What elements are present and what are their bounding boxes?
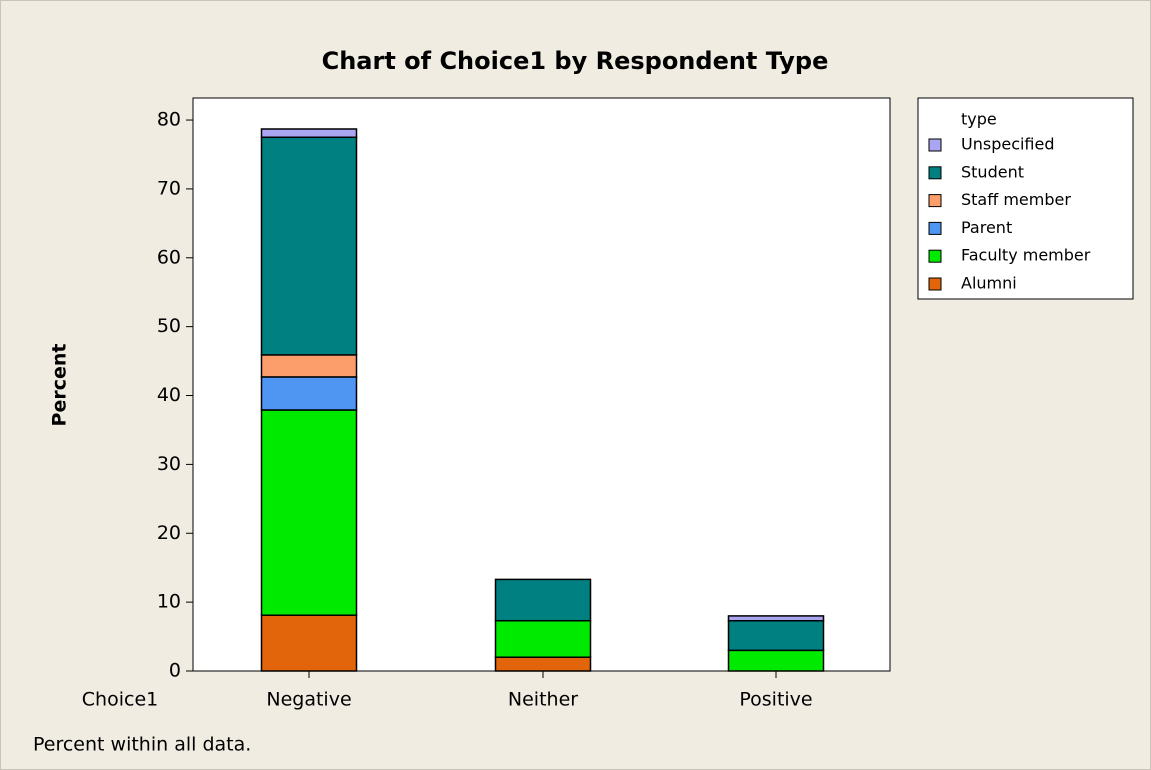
x-tick-label: Positive bbox=[739, 689, 812, 711]
bar-segment bbox=[260, 136, 358, 356]
bar-segment bbox=[727, 649, 825, 672]
bar-segment bbox=[260, 409, 358, 616]
bar-segment bbox=[494, 656, 592, 672]
y-tick-label: 30 bbox=[157, 453, 181, 475]
x-axis-label: Choice1 bbox=[82, 689, 158, 711]
legend-box bbox=[917, 97, 1134, 300]
y-tick-label: 10 bbox=[157, 591, 181, 613]
bar-segment bbox=[260, 128, 358, 139]
bar-segment bbox=[260, 614, 358, 672]
y-tick-label: 50 bbox=[157, 315, 181, 337]
bar-segment bbox=[727, 619, 825, 652]
legend-label: Faculty member bbox=[961, 246, 1091, 265]
legend-swatch bbox=[928, 221, 942, 235]
bar-segment bbox=[260, 354, 358, 378]
legend-swatch bbox=[928, 138, 942, 152]
bar-segment bbox=[494, 619, 592, 658]
footnote: Percent within all data. bbox=[33, 734, 251, 756]
legend-swatch bbox=[928, 249, 942, 263]
legend-label: Staff member bbox=[961, 190, 1071, 209]
y-tick-label: 70 bbox=[157, 177, 181, 199]
y-tick-label: 80 bbox=[157, 109, 181, 131]
chart-title: Chart of Choice1 by Respondent Type bbox=[322, 47, 829, 75]
x-tick-label: Negative bbox=[266, 689, 351, 711]
legend-swatch bbox=[928, 194, 942, 208]
y-tick-label: 60 bbox=[157, 246, 181, 268]
y-tick-label: 0 bbox=[169, 660, 181, 682]
legend-label: Student bbox=[961, 162, 1024, 181]
y-tick-label: 40 bbox=[157, 384, 181, 406]
legend-label: Alumni bbox=[961, 274, 1017, 293]
x-tick-label: Neither bbox=[508, 689, 578, 711]
y-tick-label: 20 bbox=[157, 522, 181, 544]
legend-swatch bbox=[928, 166, 942, 180]
legend-swatch bbox=[928, 277, 942, 291]
legend-label: Parent bbox=[961, 218, 1012, 237]
legend-label: Unspecified bbox=[961, 135, 1055, 154]
legend-title: type bbox=[961, 110, 997, 129]
bar-segment bbox=[727, 615, 825, 622]
y-axis-label: Percent bbox=[49, 344, 71, 427]
bar-segment bbox=[260, 376, 358, 411]
bar-segment bbox=[494, 578, 592, 622]
